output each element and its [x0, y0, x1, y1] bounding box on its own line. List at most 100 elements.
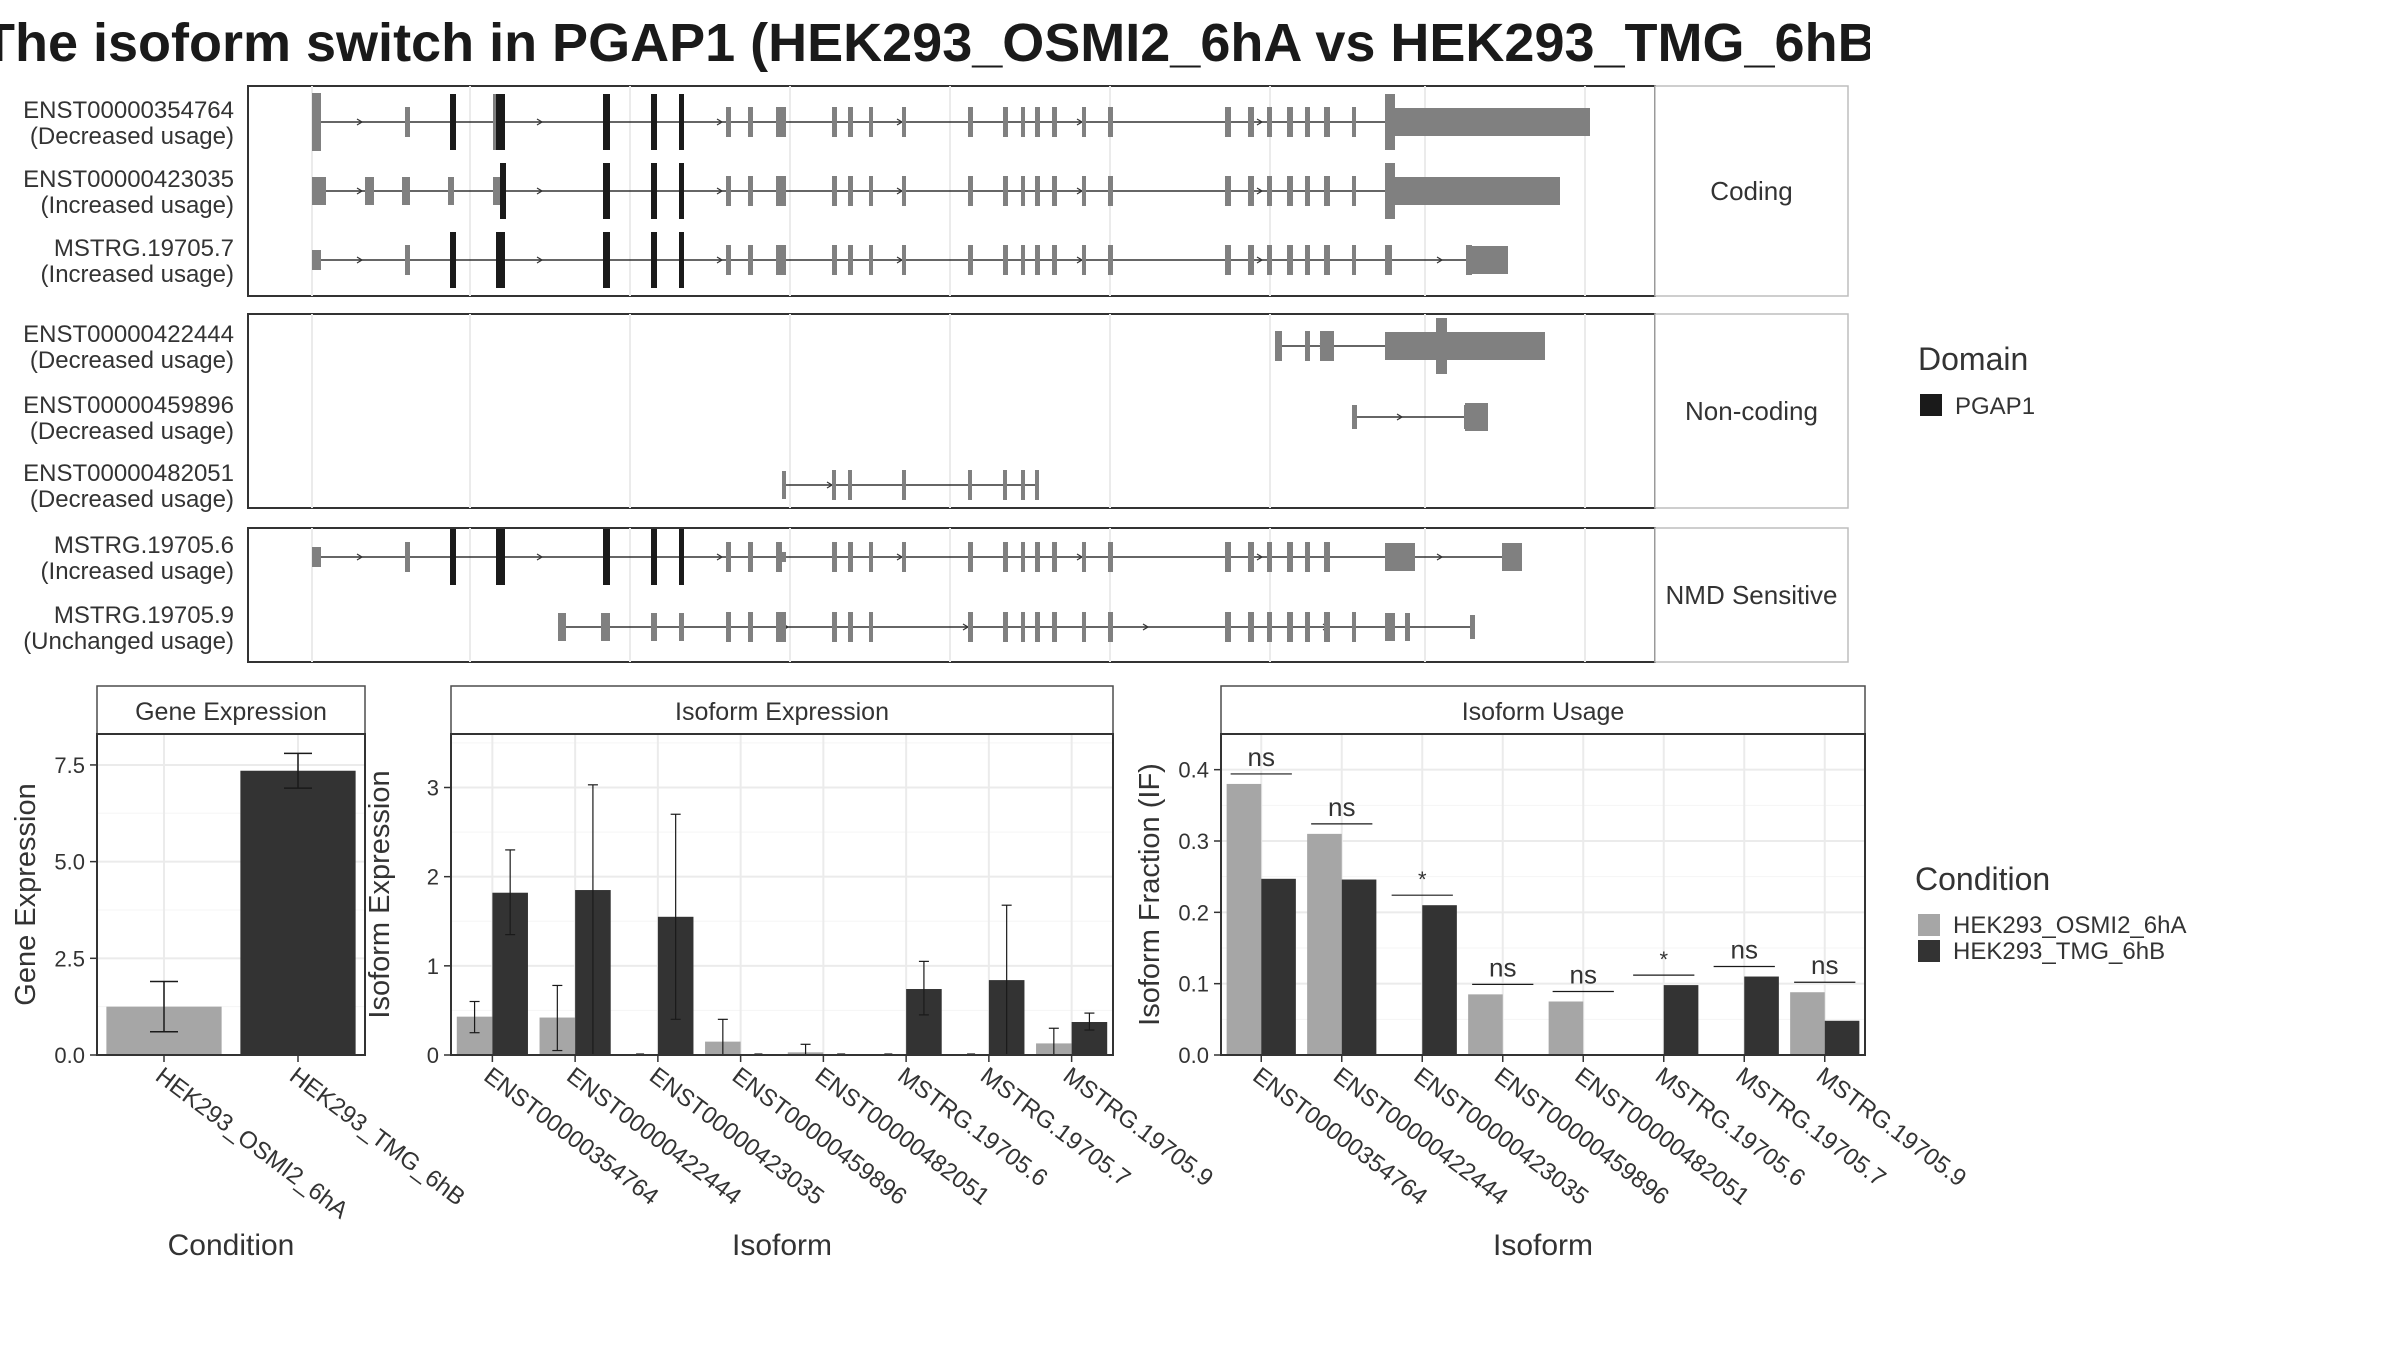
bar-series-2-6 — [1663, 985, 1699, 1055]
exon — [848, 176, 853, 206]
exon — [1248, 107, 1254, 137]
direction-arrow — [356, 118, 364, 126]
exon — [848, 542, 853, 572]
exon — [1447, 332, 1545, 360]
bar-series-1-5 — [1548, 1001, 1584, 1055]
exon — [1267, 245, 1272, 275]
chart-panel-border — [450, 733, 1114, 1056]
exon — [1108, 107, 1113, 137]
domain-legend-label: PGAP1 — [1955, 393, 2035, 420]
significance-label: * — [1659, 947, 1668, 972]
exon — [402, 177, 410, 205]
direction-arrow — [536, 256, 544, 264]
bar-series-2-2 — [1341, 879, 1377, 1055]
exon — [1035, 470, 1039, 500]
exon — [651, 232, 657, 288]
transcript-panel-3 — [247, 527, 1656, 663]
exon — [726, 176, 731, 206]
exon — [365, 177, 374, 205]
exon — [1385, 613, 1395, 641]
exon — [1352, 107, 1356, 137]
exon — [1324, 245, 1330, 275]
exon — [1470, 615, 1475, 639]
exon — [848, 107, 853, 137]
exon — [776, 612, 786, 642]
exon — [651, 613, 657, 641]
exon — [1248, 612, 1254, 642]
y-tick-label: 0 — [427, 1043, 439, 1068]
bar-series-1-1 — [1226, 783, 1262, 1055]
exon — [968, 245, 973, 275]
condition-legend-title: Condition — [1915, 861, 2050, 897]
chart-panel-title: Isoform Expression — [675, 698, 889, 726]
exon — [1021, 176, 1025, 206]
exon — [1466, 245, 1472, 275]
exon — [869, 245, 873, 275]
transcript-structure-1 — [312, 93, 1590, 151]
exon — [1052, 176, 1057, 206]
exon — [312, 547, 321, 567]
significance-label: ns — [1328, 792, 1355, 822]
exon — [1003, 470, 1007, 500]
condition-legend-label: HEK293_OSMI2_6hA — [1953, 912, 2186, 939]
x-axis-label: Condition — [168, 1229, 295, 1262]
exon — [1320, 331, 1334, 361]
exon — [776, 176, 786, 206]
condition-legend-label: HEK293_TMG_6hB — [1953, 938, 2165, 965]
exon — [496, 94, 505, 150]
figure-title: The isoform switch in PGAP1 (HEK293_OSMI… — [0, 13, 1870, 73]
exon — [1324, 176, 1330, 206]
exon — [1324, 542, 1330, 572]
exon — [1021, 470, 1025, 500]
y-tick-label: 0.3 — [1178, 829, 1209, 854]
exon — [1021, 107, 1025, 137]
significance-label: ns — [1570, 960, 1597, 990]
exon — [1035, 107, 1040, 137]
transcript-structure-2 — [312, 163, 1560, 219]
exon — [1082, 107, 1086, 137]
exon — [496, 529, 505, 585]
exon — [1352, 245, 1356, 275]
exon — [1082, 612, 1086, 642]
chart-3 — [1214, 685, 1866, 1062]
exon — [1385, 163, 1395, 219]
exon — [448, 177, 454, 205]
exon — [1225, 107, 1231, 137]
direction-arrow — [1256, 187, 1264, 195]
transcript-usage-label: (Decreased usage) — [30, 347, 234, 374]
transcript-structure-7 — [312, 529, 1522, 585]
direction-arrow — [1142, 623, 1150, 631]
direction-arrow — [716, 553, 724, 561]
chart-strip — [96, 685, 366, 735]
exon — [1287, 612, 1293, 642]
exon — [869, 612, 873, 642]
exon — [832, 107, 837, 137]
exon — [450, 529, 456, 585]
exon — [1395, 177, 1560, 205]
direction-arrow — [716, 118, 724, 126]
chart-panel-title: Gene Expression — [135, 698, 327, 726]
y-axis-label: Isoform Fraction (IF) — [1134, 763, 1166, 1026]
exon — [1035, 245, 1040, 275]
exon — [1267, 176, 1272, 206]
exon — [726, 542, 731, 572]
exon — [312, 250, 321, 270]
exon — [1352, 176, 1356, 206]
transcript-usage-label: (Decreased usage) — [30, 486, 234, 513]
exon — [1465, 403, 1488, 431]
transcript-id-label: ENST00000354764 — [23, 97, 234, 124]
exon — [1305, 542, 1310, 572]
transcript-usage-label: (Unchanged usage) — [23, 628, 234, 655]
transcript-structure-4 — [1275, 318, 1545, 374]
panel-strip-label: NMD Sensitive — [1666, 580, 1838, 610]
exon — [312, 177, 326, 205]
bar-series-1-8 — [1790, 992, 1825, 1055]
exon — [405, 107, 410, 137]
chart-2 — [444, 685, 1114, 1062]
exon — [968, 176, 973, 206]
exon — [603, 529, 610, 585]
chart-strip — [450, 685, 1114, 735]
exon — [1108, 612, 1113, 642]
y-tick-label: 0.2 — [1178, 900, 1209, 925]
exon — [1305, 331, 1310, 361]
